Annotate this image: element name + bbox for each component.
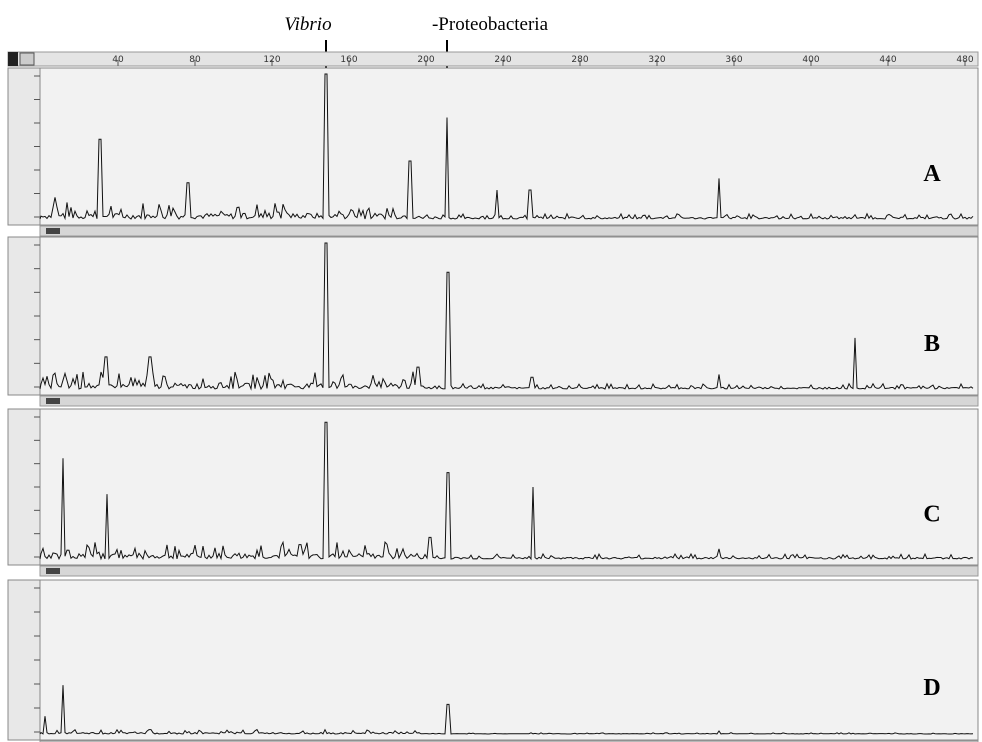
panel-label: C (923, 501, 940, 527)
trace (39, 421, 974, 561)
ruler (7, 51, 979, 67)
trace (39, 242, 974, 391)
trace-panel (39, 67, 979, 226)
panel-label: A (923, 161, 941, 187)
ruler-label: 240 (494, 55, 511, 65)
trace (39, 73, 974, 221)
ruler-button[interactable] (8, 52, 18, 66)
ruler-label: 400 (802, 55, 819, 65)
trace-panel (39, 236, 979, 396)
track-bar (39, 565, 979, 577)
ruler-label: 160 (340, 55, 357, 65)
track-button (46, 398, 60, 404)
ruler-label: 80 (189, 55, 201, 65)
track-bar (39, 225, 979, 237)
ruler-label: 120 (263, 55, 280, 65)
track-button (46, 228, 60, 234)
ruler-label: 320 (648, 55, 665, 65)
ruler-label: 40 (112, 55, 124, 65)
panel-label: B (924, 331, 940, 357)
ruler-label: 480 (956, 55, 973, 65)
trace-panel (39, 579, 979, 741)
ruler-label: 200 (417, 55, 434, 65)
trace (39, 685, 974, 735)
ruler-label: 440 (879, 55, 896, 65)
trace-panel (39, 408, 979, 566)
annotation: -Proteobacteria (432, 14, 549, 35)
ruler-button[interactable] (19, 52, 35, 66)
ruler-label: 360 (725, 55, 742, 65)
track-button (46, 568, 60, 574)
track-bar (39, 395, 979, 407)
panel-label: D (923, 675, 940, 701)
ruler-label: 280 (571, 55, 588, 65)
annotation: Vibrio (284, 14, 331, 35)
